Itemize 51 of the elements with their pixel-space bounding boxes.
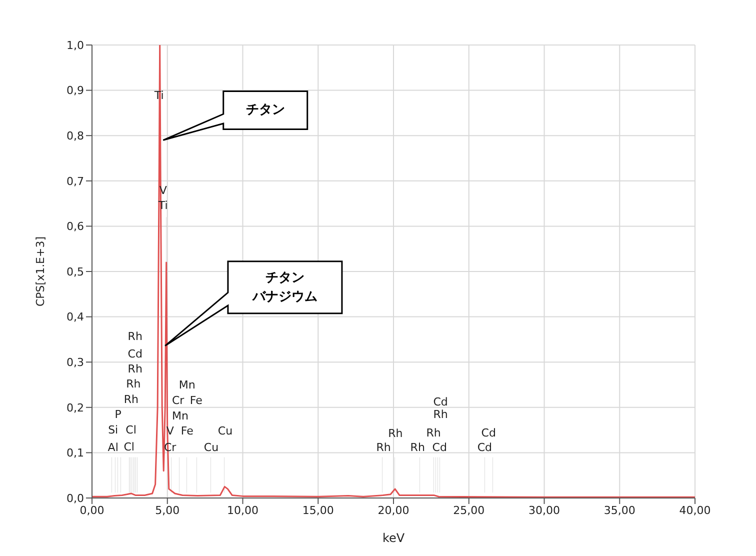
x-tick-label: 25,00	[453, 504, 485, 517]
annotation: Rh	[388, 427, 403, 440]
y-tick-label: 0,1	[66, 446, 84, 460]
annotation: Mn	[172, 410, 188, 423]
y-tick-label: 0,7	[66, 174, 84, 188]
x-tick-label: 0,00	[80, 504, 104, 517]
annotation: P	[114, 408, 122, 422]
annotation: Cd	[432, 441, 447, 454]
x-tick-label: 10,00	[227, 504, 258, 517]
y-tick-label: 0,2	[66, 401, 84, 414]
annotation: Cl	[126, 424, 136, 437]
y-axis-title: CPS[x1.E+3]	[34, 236, 47, 307]
annotation: Fe	[180, 424, 194, 438]
y-tick-label: 0,9	[66, 84, 84, 98]
y-tick-label: 0,0	[66, 492, 84, 505]
annotation: Rh	[128, 362, 142, 376]
y-tick-label: 0,3	[66, 356, 84, 370]
x-tick-label: 5,00	[155, 504, 180, 517]
annotation: Cd	[128, 347, 142, 360]
annotation: チタン	[265, 270, 304, 286]
annotation: Cd	[433, 395, 448, 408]
x-tick-label: 35,00	[604, 504, 636, 517]
y-tick-label: 1,0	[66, 38, 84, 52]
annotation: Cu	[204, 441, 219, 454]
y-tick-label: 0,6	[66, 220, 84, 234]
annotation: Si	[108, 424, 118, 437]
annotation: Mn	[178, 378, 196, 392]
y-tick-label: 0,4	[66, 310, 84, 324]
annotation: Rh	[124, 393, 139, 406]
annotation: Rh	[410, 441, 425, 454]
x-tick-label: 40,00	[679, 504, 711, 517]
y-tick-label: 0,8	[66, 130, 84, 143]
annotation: Rh	[376, 441, 391, 454]
annotation: Rh	[433, 408, 448, 422]
annotation: Cl	[124, 440, 134, 454]
annotation: Rh	[126, 377, 141, 390]
x-axis-title: keV	[382, 531, 406, 545]
annotation: Cd	[477, 441, 492, 454]
annotation: Cr	[172, 394, 185, 408]
y-tick-label: 0,5	[66, 265, 84, 278]
annotation: チタン	[246, 102, 285, 118]
annotation: Al	[108, 441, 118, 454]
x-tick-label: 15,00	[302, 504, 334, 517]
x-tick-label: 30,00	[528, 504, 560, 517]
annotation: Fe	[190, 394, 203, 408]
annotation: Rh	[426, 426, 441, 440]
annotation: バナジウム	[251, 289, 318, 304]
annotation: Rh	[128, 330, 142, 344]
annotation: Cu	[218, 424, 233, 438]
annotation: Cd	[481, 426, 496, 440]
x-tick-label: 20,00	[378, 504, 410, 517]
